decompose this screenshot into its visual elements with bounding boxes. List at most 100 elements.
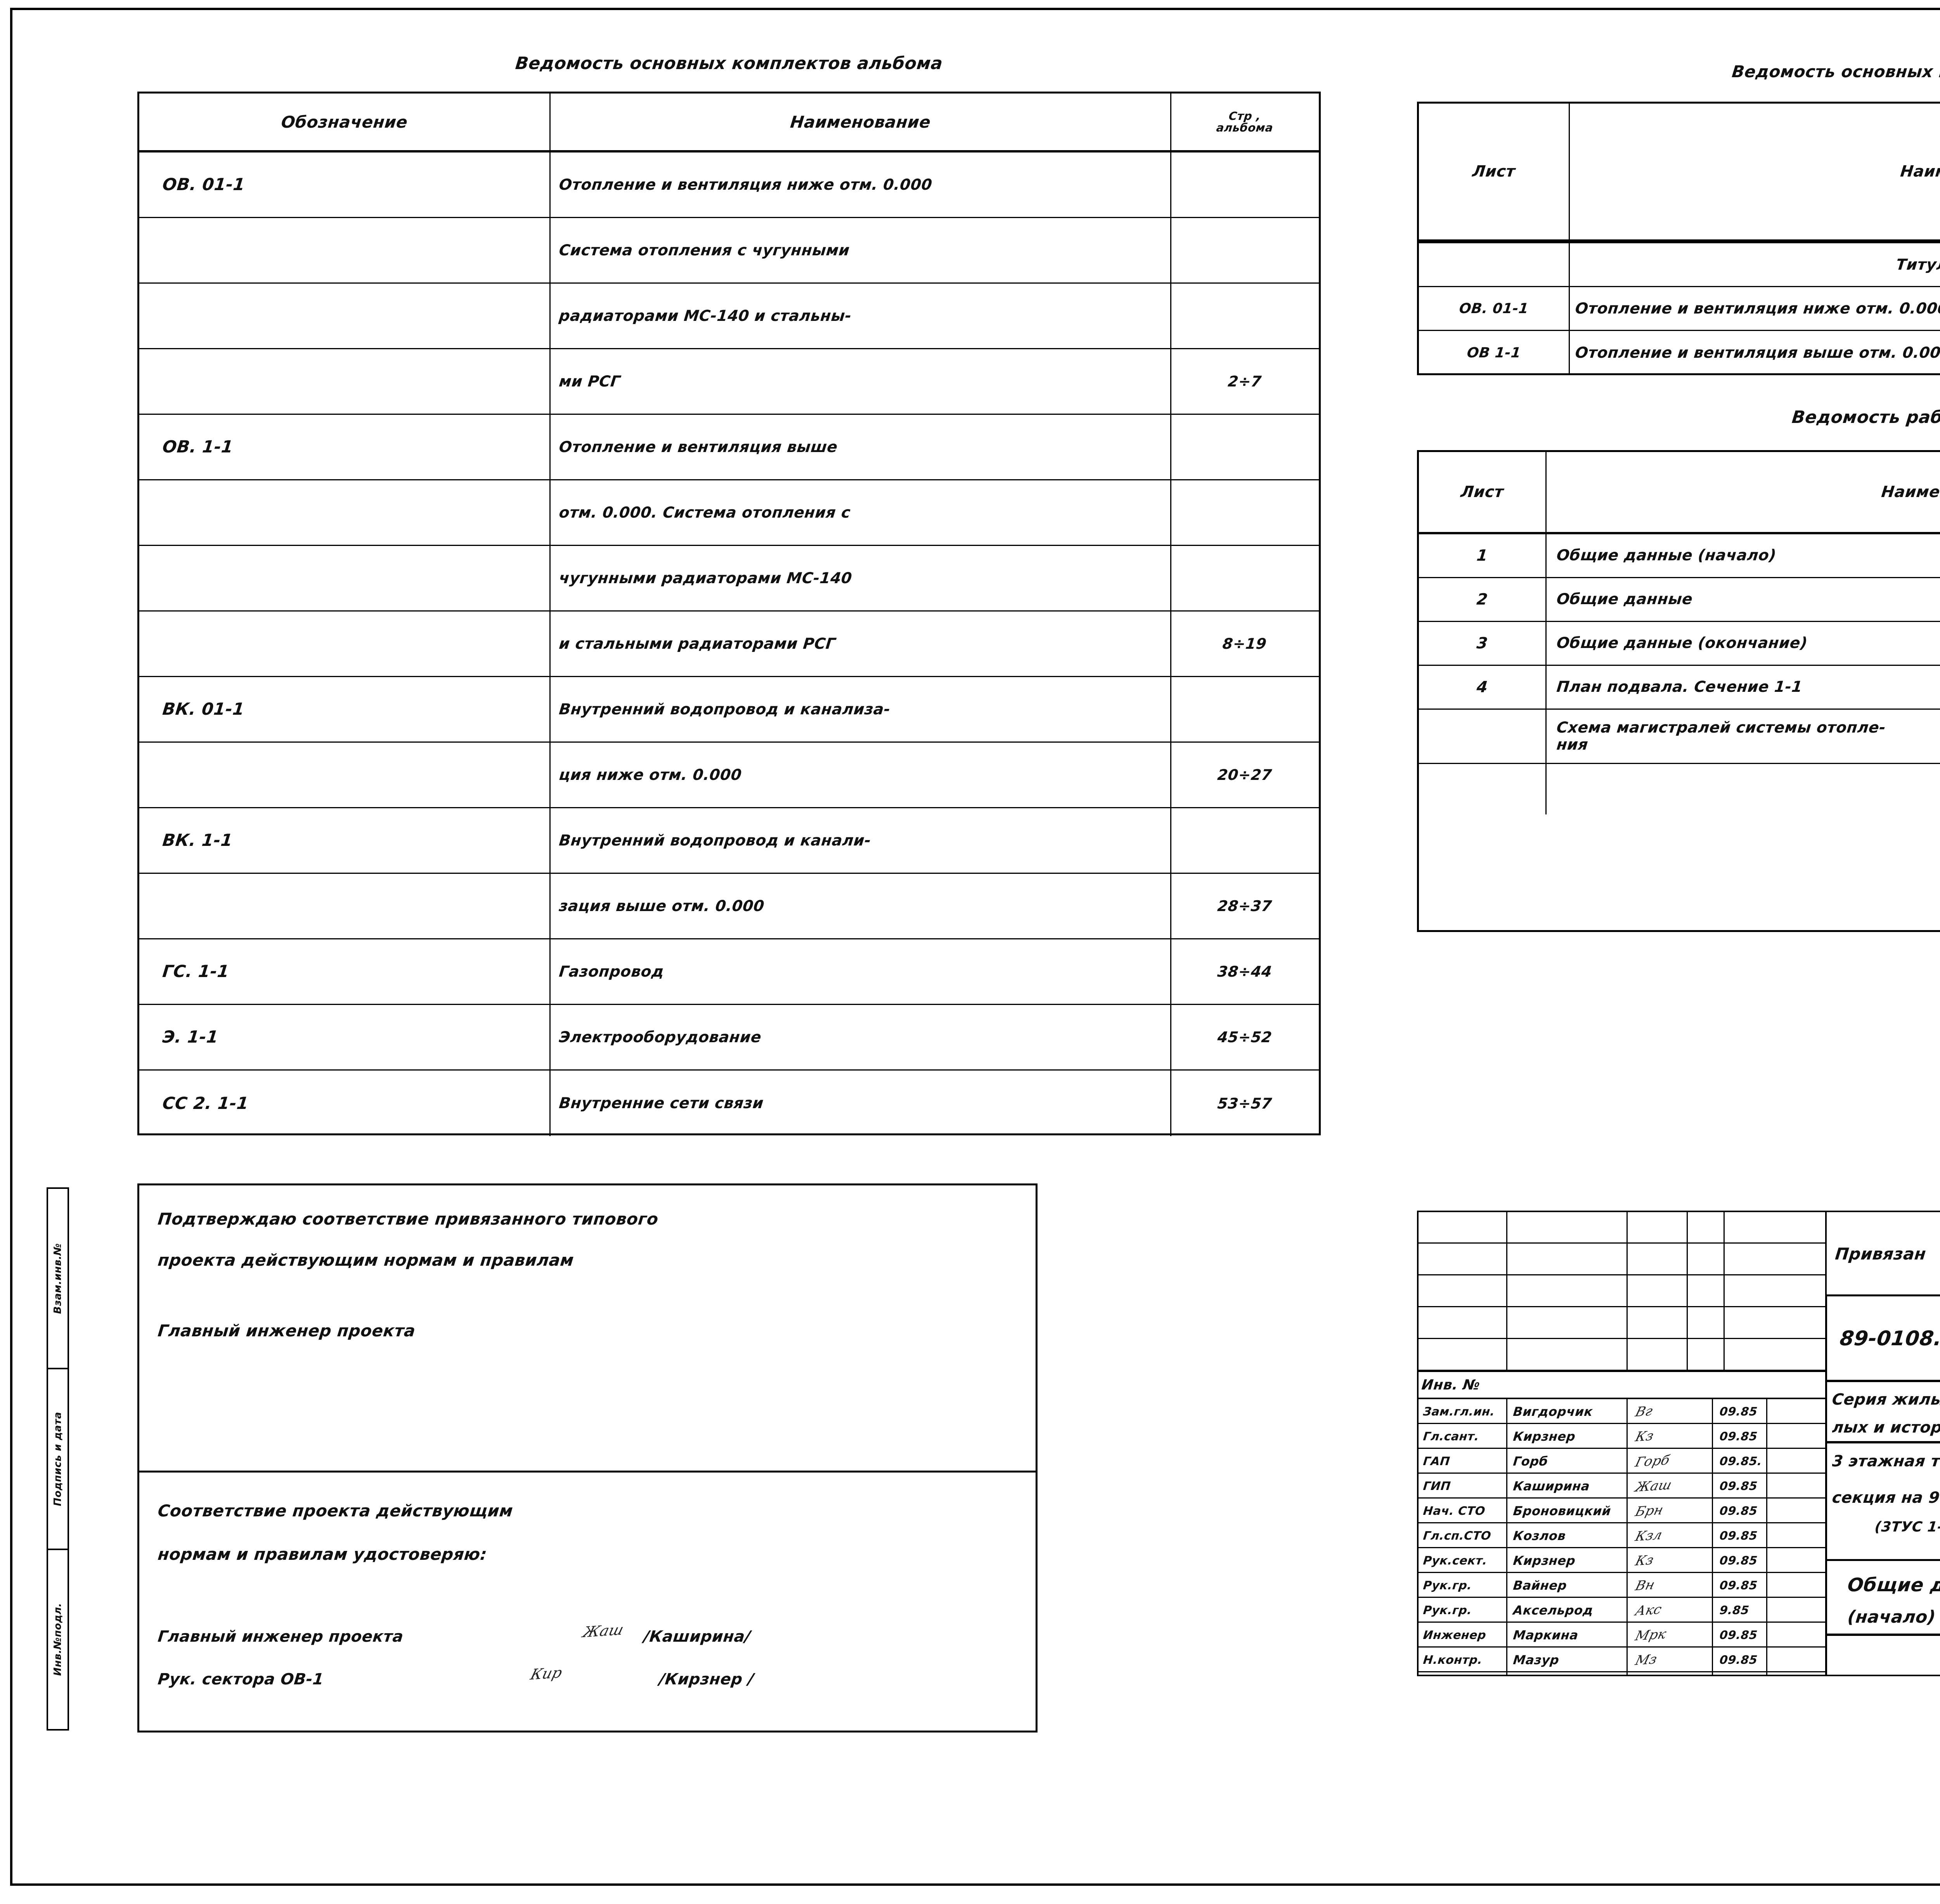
- signature-role: Рук.сект.: [1422, 1554, 1488, 1568]
- signature-mark: Жаш: [1633, 1477, 1673, 1495]
- signature-mark: Акс: [1633, 1601, 1663, 1619]
- left-margin-strip: Взам.инв.№ Подпись и дата Инв.№подл.: [47, 1187, 69, 1731]
- approval-name-kirzner: /Кирзнер /: [658, 1670, 755, 1688]
- wd-cell-list: ОВ 1-1: [1419, 331, 1570, 375]
- privyazan-cell: Привязан: [1835, 1244, 1927, 1263]
- margin-label-podpis: Подпись и дата: [52, 1412, 64, 1506]
- album-cell-oboznachenie: Э. 1-1: [139, 1005, 551, 1069]
- album-cell-stranica: [1171, 415, 1318, 479]
- ov-table-body: 1 Общие данные (начало) 2 Общие данные 3 Общи…: [1419, 534, 1940, 814]
- approval-box: Подтверждаю соответствие привязанного ти…: [137, 1183, 1038, 1732]
- signature-mark: Брн: [1633, 1502, 1665, 1520]
- series-line-2: лых и исторических городов БССР: [1832, 1419, 1940, 1436]
- album-table-row: Система отопления с чугунными: [139, 218, 1319, 284]
- object-line-3: (3ТУС 1-1-3 левая): [1875, 1519, 1940, 1535]
- album-cell-naimenovanie: отм. 0.000. Система отопления с: [551, 480, 1171, 545]
- album-table-row: ми РСГ 2÷7: [139, 349, 1319, 415]
- signature-date: 09.85: [1719, 1628, 1758, 1642]
- album-table-row: зация выше отм. 0.000 28÷37: [139, 874, 1319, 939]
- revision-grid: [1417, 1211, 1826, 1370]
- album-cell-stranica: [1171, 480, 1318, 545]
- album-cell-oboznachenie: [139, 218, 551, 282]
- wd-header-list: Лист: [1419, 104, 1570, 239]
- approval-bottom-line1: Соответствие проекта действующим: [157, 1501, 514, 1520]
- signature-mark: Мз: [1633, 1651, 1659, 1668]
- album-cell-stranica: 8÷19: [1222, 635, 1268, 652]
- object-line-1: 3 этажная торцово-угловая: [1832, 1452, 1940, 1470]
- ov-cell-naimenovanie: Общие данные: [1547, 578, 1940, 621]
- ov-table-row: 2 Общие данные: [1419, 578, 1940, 622]
- ov-cell-naimenovanie: План подвала. Сечение 1-1: [1547, 666, 1940, 709]
- approval-name-kashirina: /Каширина/: [643, 1628, 752, 1646]
- wd-cell-naimenovanie: Титульный лист: [1570, 243, 1940, 286]
- signature-role: Гл.сп.СТО: [1422, 1529, 1492, 1543]
- album-cell-stranica: 38÷44: [1216, 963, 1273, 980]
- ov-table-row: 3 Общие данные (окончание): [1419, 622, 1940, 666]
- signature-date: 09.85: [1719, 1529, 1758, 1543]
- signature-role: Рук.гр.: [1422, 1578, 1473, 1592]
- album-table-header-row: Обозначение Наименование Стр , альбома: [139, 94, 1319, 152]
- album-cell-oboznachenie: ВК. 1-1: [139, 808, 551, 873]
- signature-kirzner: Кир: [528, 1664, 564, 1683]
- approval-top-line2: проекта действующим нормам и правилам: [157, 1251, 575, 1270]
- signature-mark: Мрк: [1633, 1626, 1668, 1644]
- album-cell-naimenovanie: Отопление и вентиляция ниже отм. 0.000: [551, 152, 1171, 217]
- album-cell-oboznachenie: СС 2. 1-1: [139, 1071, 551, 1136]
- signature-role: Инженер: [1422, 1628, 1487, 1642]
- signature-name: Горб: [1512, 1454, 1549, 1469]
- album-cell-naimenovanie: Отопление и вентиляция выше: [551, 415, 1171, 479]
- album-cell-naimenovanie: Электрооборудование: [551, 1005, 1171, 1069]
- margin-cell-vzam: Взам.инв.№: [48, 1189, 68, 1370]
- ov-cell-list: 3: [1419, 622, 1547, 665]
- working-drawings-header-row: Лист Наименование Стр. Примечание: [1419, 104, 1940, 239]
- signature-date: 09.85: [1719, 1653, 1758, 1667]
- signature-mark: Вн: [1633, 1577, 1656, 1594]
- ov-header-naimenovanie: Наименование: [1547, 452, 1940, 532]
- album-cell-stranica: 20÷27: [1216, 766, 1273, 783]
- signature-mark: Кзл: [1633, 1527, 1664, 1545]
- album-cell-oboznachenie: [139, 546, 551, 610]
- ov-header-list: Лист: [1419, 452, 1547, 532]
- album-cell-naimenovanie: зация выше отм. 0.000: [551, 874, 1171, 938]
- signature-date: 09.85: [1719, 1504, 1758, 1518]
- signature-role: Нач. СТО: [1422, 1504, 1486, 1518]
- album-cell-oboznachenie: ОВ. 01-1: [139, 152, 551, 217]
- album-table-row: Э. 1-1 Электрооборудование 45÷52: [139, 1005, 1319, 1071]
- album-table-title: Ведомость основных комплектов альбома: [514, 54, 944, 73]
- album-cell-stranica: 28÷37: [1216, 897, 1273, 915]
- signature-role: ГИП: [1422, 1479, 1452, 1493]
- album-header-naimenovanie: Наименование: [551, 94, 1171, 150]
- album-cell-oboznachenie: ГС. 1-1: [139, 939, 551, 1004]
- album-cell-oboznachenie: [139, 284, 551, 348]
- album-cell-stranica: 53÷57: [1216, 1095, 1273, 1112]
- album-cell-naimenovanie: Внутренний водопровод и канали-: [551, 808, 1171, 873]
- signature-kashirina: Жаш: [581, 1621, 625, 1641]
- ov-cell-naimenovanie: Общие данные (начало): [1547, 534, 1940, 577]
- working-drawings-row: ОВ 1-1 Отопление и вентиляция выше отм. 0…: [1419, 331, 1940, 375]
- album-cell-oboznachenie: [139, 874, 551, 938]
- wd-cell-naimenovanie: Отопление и вентиляция ниже отм. 0.000: [1570, 287, 1940, 330]
- working-drawings-row: ОВ. 01-1 Отопление и вентиляция ниже отм.…: [1419, 287, 1940, 331]
- margin-label-vzam: Взам.инв.№: [52, 1243, 64, 1314]
- wd-cell-naimenovanie: Отопление и вентиляция выше отм. 0.000: [1570, 331, 1940, 375]
- album-header-oboznachenie: Обозначение: [139, 94, 551, 150]
- signature-name: Каширина: [1512, 1479, 1591, 1493]
- inv-number-label: Инв. №: [1422, 1377, 1481, 1393]
- album-cell-oboznachenie: [139, 349, 551, 414]
- album-cell-naimenovanie: Внутренние сети связи: [551, 1071, 1171, 1136]
- ov-table-title: Ведомость рабочих чертежей ОВ 01-1: [1791, 407, 1940, 427]
- album-cell-stranica: 45÷52: [1216, 1029, 1273, 1046]
- sheet-title-line-2: (начало): [1848, 1607, 1937, 1627]
- ov-table-row: Схема магистралей системы отопле-ния: [1419, 710, 1940, 764]
- margin-cell-podpis: Подпись и дата: [48, 1369, 68, 1550]
- album-table-row: ВК. 1-1 Внутренний водопровод и канали-: [139, 808, 1319, 874]
- approval-box-top: Подтверждаю соответствие привязанного ти…: [139, 1185, 1036, 1473]
- working-drawings-row: Титульный лист1: [1419, 243, 1940, 287]
- ov-table-row: 1 Общие данные (начало): [1419, 534, 1940, 578]
- album-cell-oboznachenie: [139, 743, 551, 807]
- album-cell-oboznachenie: ВК. 01-1: [139, 677, 551, 742]
- ov-cell-list: 2: [1419, 578, 1547, 621]
- ov-table: Лист Наименование Стр. Примечан. 1Общие …: [1417, 450, 1940, 932]
- signature-date: 09.85: [1719, 1479, 1758, 1493]
- album-cell-stranica: [1171, 546, 1318, 610]
